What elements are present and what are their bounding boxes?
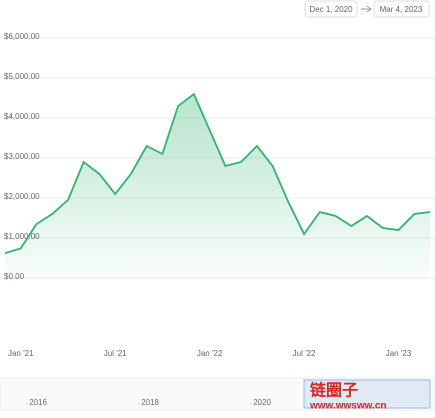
y-tick-label: $1,000.00 [4,232,40,241]
price-line [4,92,431,255]
y-tick-label: $2,000.00 [4,192,40,201]
date-to-box[interactable] [373,0,430,18]
navigator-label: 2018 [141,398,159,407]
x-tick-label: Jul '21 [104,349,127,358]
price-area [5,94,430,278]
date-from-box[interactable] [304,0,358,18]
x-tick-label: Jul '22 [293,349,316,358]
navigator-label: 2016 [29,398,47,407]
navigator-selection[interactable] [303,379,431,409]
date-from[interactable]: Dec 1, 2020 [309,5,353,14]
navigator-label: 2020 [253,398,271,407]
x-tick-label: Jan '21 [8,349,34,358]
x-tick-label: Jan '22 [197,349,223,358]
x-tick-label: Jan '23 [386,349,412,358]
watermark-url: www.wwsww.cn [309,401,387,412]
watermark-title: 链圈子 [310,380,358,399]
y-tick-label: $6,000.00 [4,32,40,41]
y-tick-label: $5,000.00 [4,72,40,81]
date-to[interactable]: Mar 4, 2023 [380,5,423,14]
arrow-icon [361,5,372,13]
y-tick-label: $4,000.00 [4,112,40,121]
y-tick-label: $3,000.00 [4,152,40,161]
